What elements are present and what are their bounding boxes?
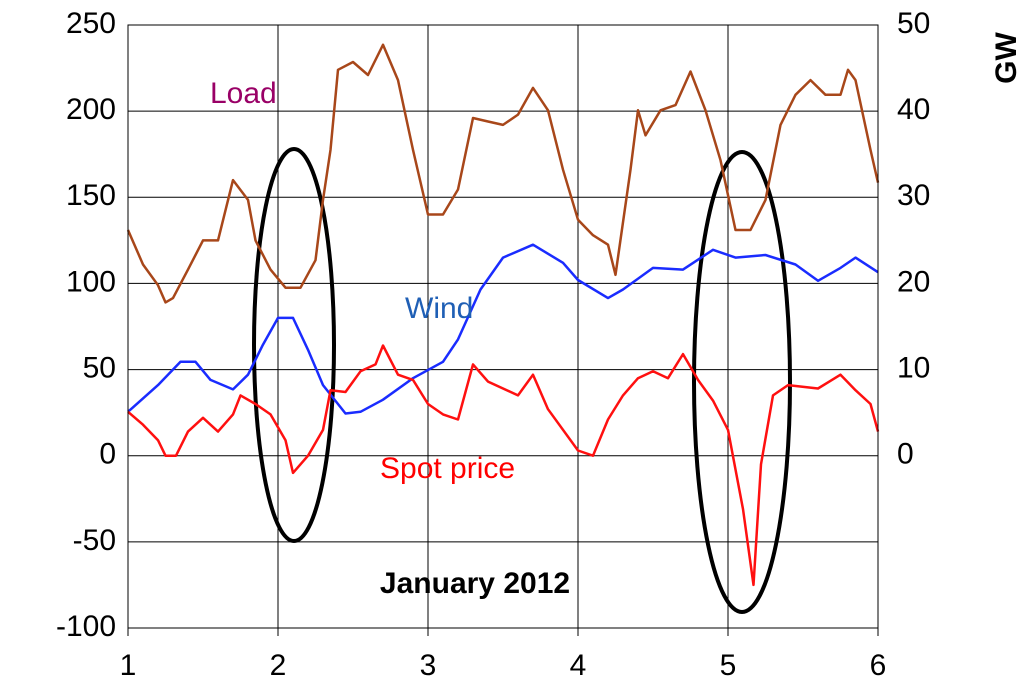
annotation: January 2012: [380, 567, 570, 600]
y-tick-label: 100: [66, 265, 116, 298]
y-tick-label: -100: [56, 610, 116, 643]
x-tick-label: 6: [870, 649, 887, 682]
y2-tick-label: 0: [897, 438, 914, 471]
series-line: [126, 43, 880, 304]
y2-tick-label: 10: [897, 351, 930, 384]
plot-frame: [127, 24, 879, 629]
x-tick-label: 4: [570, 649, 587, 682]
y-tick-label: 200: [66, 93, 116, 126]
x-tick-label: 2: [270, 649, 287, 682]
highlight-ellipse: [692, 150, 792, 614]
y2-tick-label: 30: [897, 179, 930, 212]
series-line: [127, 243, 879, 415]
y2-axis-label: GW: [990, 31, 1023, 83]
y2-tick-label: 50: [897, 7, 930, 40]
series-label: Spot price: [380, 452, 515, 485]
y-tick-label: 250: [66, 7, 116, 40]
series-label: Wind: [405, 292, 473, 325]
y-tick-label: 150: [66, 179, 116, 212]
y2-tick-label: 40: [897, 93, 930, 126]
series-line: [127, 344, 880, 587]
x-tick-label: 1: [120, 649, 137, 682]
x-tick-label: 5: [720, 649, 737, 682]
y-tick-label: 50: [83, 351, 116, 384]
y-tick-label: 0: [99, 438, 116, 471]
x-tick-label: 3: [420, 649, 437, 682]
y-tick-label: -50: [73, 524, 116, 557]
series-label: Load: [210, 77, 277, 110]
y2-tick-label: 20: [897, 265, 930, 298]
highlight-ellipse: [252, 147, 336, 543]
